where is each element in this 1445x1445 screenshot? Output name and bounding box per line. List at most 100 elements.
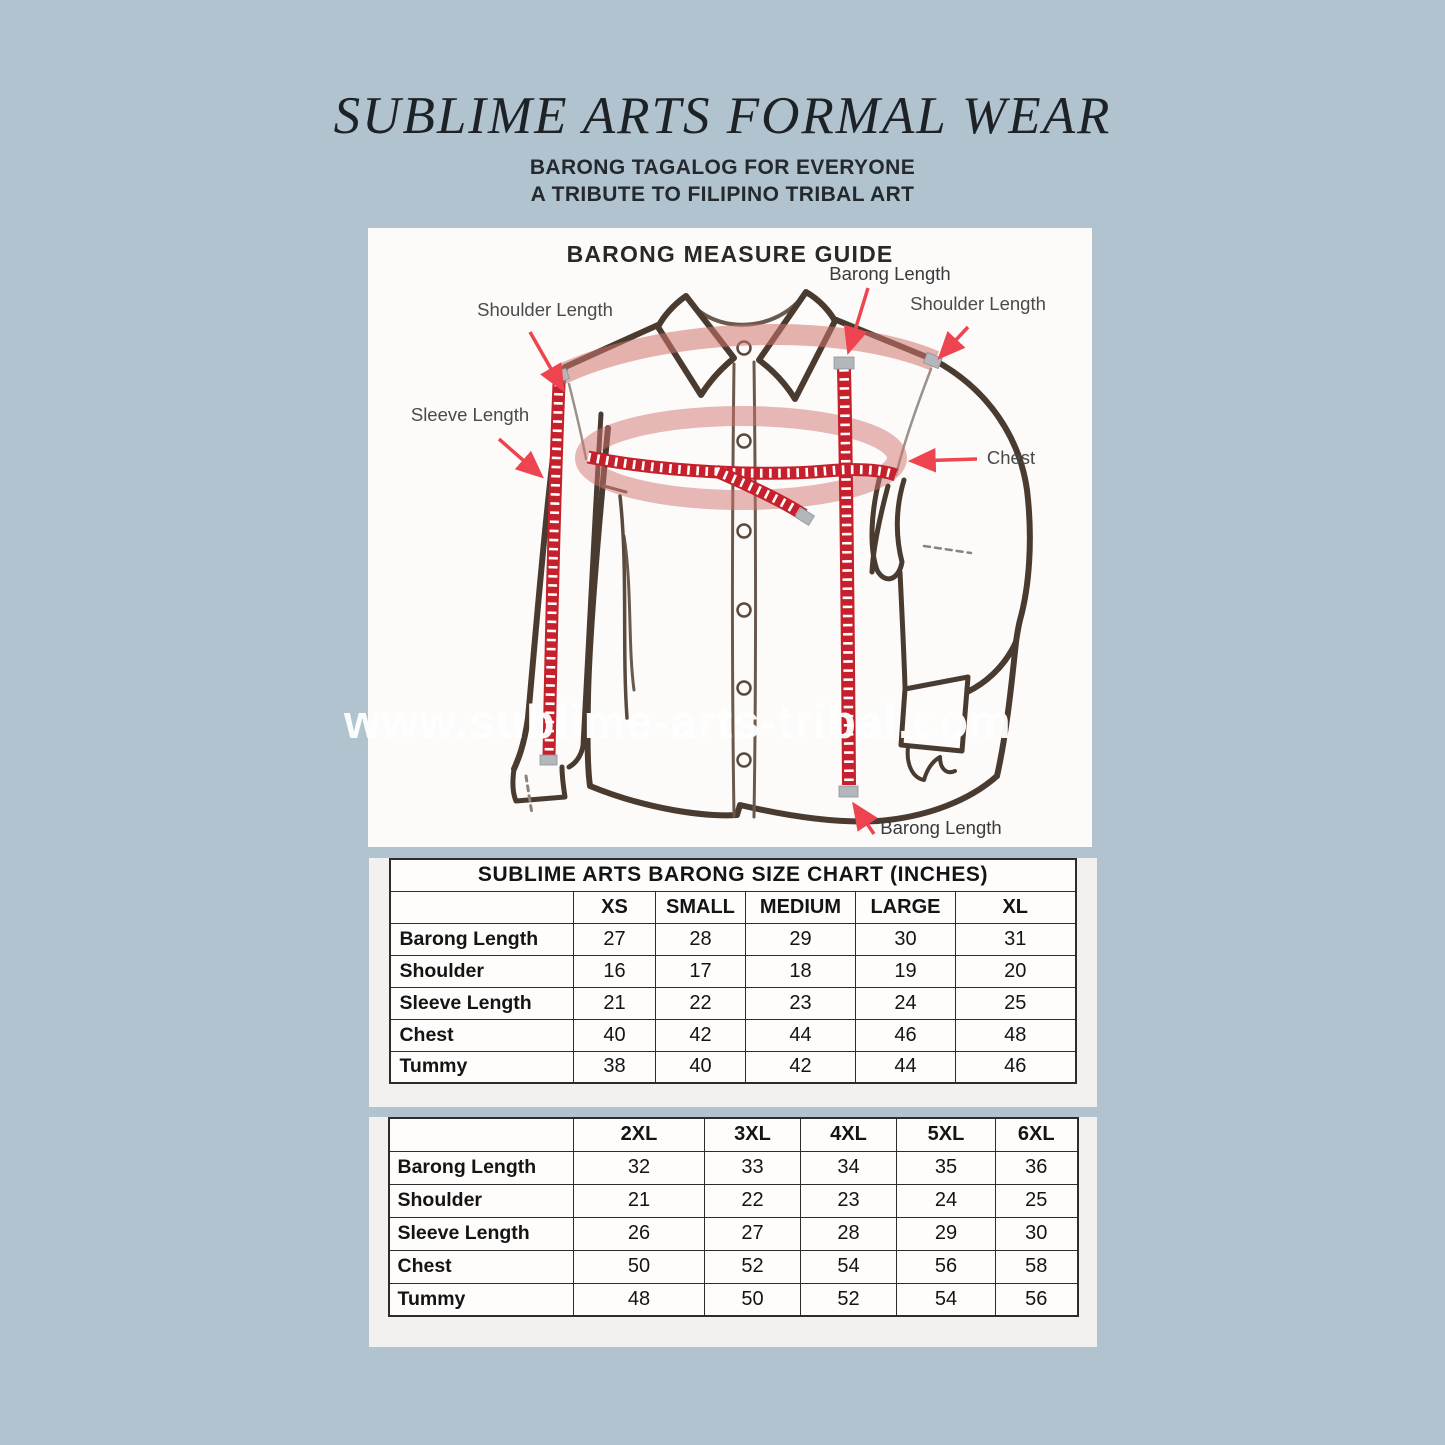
- shirt-sketch: [510, 289, 1033, 825]
- row-label: Sleeve Length: [388, 1216, 574, 1251]
- row-label: Barong Length: [389, 922, 574, 956]
- measure-guide-title: BARONG MEASURE GUIDE: [566, 241, 894, 267]
- column-header: [388, 1117, 574, 1152]
- size-value: 44: [744, 1018, 856, 1052]
- watermark: www.sublime-arts-tribal.com: [344, 695, 1012, 748]
- size-value: 46: [954, 1050, 1077, 1084]
- size-value: 36: [995, 1150, 1078, 1185]
- column-header: LARGE: [854, 890, 956, 924]
- size-value: 42: [654, 1018, 746, 1052]
- size-value: 52: [800, 1282, 897, 1317]
- table-row: Sleeve Length 21 22 23 24 25: [389, 986, 1077, 1020]
- size-value: 38: [572, 1050, 656, 1084]
- table-row: Shoulder 16 17 18 19 20: [389, 954, 1077, 988]
- size-chart-table-2xl-6xl: 2XL 3XL 4XL 5XL 6XL Barong Length 32 33 34 35 36 Sh…: [387, 1117, 1079, 1317]
- size-value: 48: [954, 1018, 1077, 1052]
- chart-title-row: SUBLIME ARTS BARONG SIZE CHART (INCHES): [389, 858, 1077, 892]
- column-header: XL: [954, 890, 1077, 924]
- size-value: 27: [572, 922, 656, 956]
- size-value: 31: [954, 922, 1077, 956]
- size-value: 40: [654, 1050, 746, 1084]
- size-value: 44: [854, 1050, 956, 1084]
- pointer-arrows: [497, 287, 978, 835]
- size-value: 30: [854, 922, 956, 956]
- column-header: 3XL: [704, 1117, 801, 1152]
- size-value: 30: [995, 1216, 1078, 1251]
- size-value: 54: [896, 1282, 996, 1317]
- table-row: Tummy 48 50 52 54 56: [388, 1282, 1078, 1317]
- table-row: Chest 40 42 44 46 48: [389, 1018, 1077, 1052]
- buttons: [736, 340, 752, 768]
- label-shoulder-length-left: Shoulder Length: [477, 299, 613, 320]
- size-value: 50: [573, 1249, 705, 1284]
- size-value: 18: [744, 954, 856, 988]
- size-value: 54: [800, 1249, 897, 1284]
- size-value: 24: [854, 986, 956, 1020]
- label-sleeve-length: Sleeve Length: [410, 404, 530, 425]
- row-label: Barong Length: [388, 1150, 574, 1185]
- table-row: Barong Length 32 33 34 35 36: [388, 1150, 1078, 1185]
- size-chart-table-xs-xl: SUBLIME ARTS BARONG SIZE CHART (INCHES) X…: [389, 858, 1077, 1084]
- measure-guide-panel: BARONG MEASURE GUIDE Shoulder Length Bar…: [368, 228, 1092, 847]
- row-label: Shoulder: [388, 1183, 574, 1218]
- row-label: Shoulder: [389, 954, 574, 988]
- pink-measure-bands: [555, 324, 940, 510]
- column-header: MEDIUM: [744, 890, 856, 924]
- label-barong-length-top: Barong Length: [829, 263, 951, 284]
- size-value: 42: [744, 1050, 856, 1084]
- column-header: 2XL: [573, 1117, 705, 1152]
- size-value: 29: [744, 922, 856, 956]
- size-value: 50: [704, 1282, 801, 1317]
- size-value: 52: [704, 1249, 801, 1284]
- row-label: Tummy: [389, 1050, 574, 1084]
- size-value: 22: [704, 1183, 801, 1218]
- size-value: 56: [995, 1282, 1078, 1317]
- size-value: 17: [654, 954, 746, 988]
- size-value: 29: [896, 1216, 996, 1251]
- size-value: 28: [654, 922, 746, 956]
- size-value: 22: [654, 986, 746, 1020]
- table-row: Sleeve Length 26 27 28 29 30: [388, 1216, 1078, 1251]
- row-label: Sleeve Length: [389, 986, 574, 1020]
- size-value: 40: [572, 1018, 656, 1052]
- column-header: SMALL: [654, 890, 746, 924]
- size-chart-panel-xs-xl: SUBLIME ARTS BARONG SIZE CHART (INCHES) X…: [369, 858, 1097, 1107]
- size-value: 34: [800, 1150, 897, 1185]
- size-value: 25: [954, 986, 1077, 1020]
- label-barong-length-bottom: Barong Length: [880, 817, 1002, 838]
- size-value: 16: [572, 954, 656, 988]
- row-label: Tummy: [388, 1282, 574, 1317]
- column-header: 5XL: [896, 1117, 996, 1152]
- size-value: 48: [573, 1282, 705, 1317]
- page-title: SUBLIME ARTS FORMAL WEAR: [333, 87, 1112, 145]
- label-chest: Chest: [986, 447, 1036, 468]
- label-shoulder-length-right: Shoulder Length: [910, 293, 1046, 314]
- table-row: Chest 50 52 54 56 58: [388, 1249, 1078, 1284]
- size-value: 46: [854, 1018, 956, 1052]
- size-chart-panel-2xl-6xl: 2XL 3XL 4XL 5XL 6XL Barong Length 32 33 34 35 36 Sh…: [369, 1117, 1097, 1347]
- size-value: 27: [704, 1216, 801, 1251]
- size-value: 26: [573, 1216, 705, 1251]
- column-header-row: XS SMALL MEDIUM LARGE XL: [389, 890, 1077, 924]
- size-value: 19: [854, 954, 956, 988]
- size-value: 23: [744, 986, 856, 1020]
- chart-title: SUBLIME ARTS BARONG SIZE CHART (INCHES): [389, 858, 1077, 892]
- subtitle-line-1: BARONG TAGALOG FOR EVERYONE: [529, 156, 916, 179]
- size-value: 33: [704, 1150, 801, 1185]
- size-value: 32: [573, 1150, 705, 1185]
- table-row: Barong Length 27 28 29 30 31: [389, 922, 1077, 956]
- size-value: 20: [954, 954, 1077, 988]
- measuring-tapes: [539, 351, 943, 798]
- size-value: 58: [995, 1249, 1078, 1284]
- size-value: 21: [572, 986, 656, 1020]
- size-value: 25: [995, 1183, 1078, 1218]
- size-value: 35: [896, 1150, 996, 1185]
- size-value: 23: [800, 1183, 897, 1218]
- size-value: 56: [896, 1249, 996, 1284]
- size-value: 24: [896, 1183, 996, 1218]
- barong-measure-diagram: [497, 287, 1033, 835]
- column-header: 6XL: [995, 1117, 1078, 1152]
- table-row: Tummy 38 40 42 44 46: [389, 1050, 1077, 1084]
- header: SUBLIME ARTS FORMAL WEAR BARONG TAGALOG …: [0, 0, 1445, 208]
